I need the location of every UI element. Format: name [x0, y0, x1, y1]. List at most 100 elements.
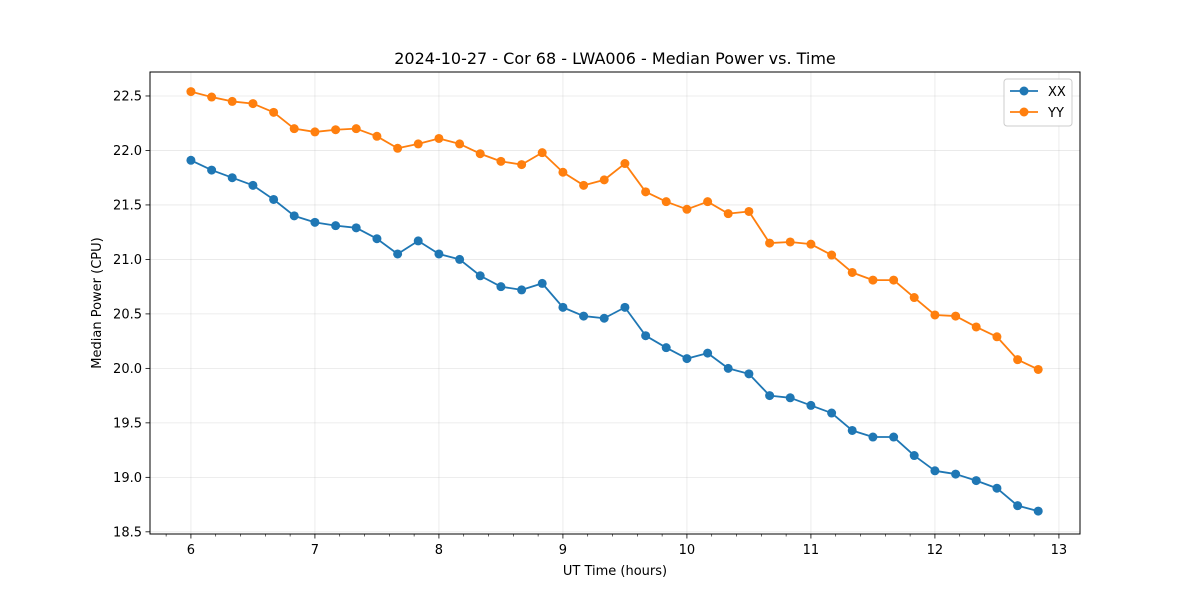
data-point-xx	[558, 302, 568, 312]
data-point-yy	[351, 124, 361, 134]
data-point-xx	[744, 369, 754, 379]
y-tick-label: 18.5	[113, 525, 142, 540]
data-point-yy	[744, 206, 754, 216]
data-point-yy	[765, 238, 775, 248]
data-point-xx	[847, 425, 857, 435]
data-point-xx	[537, 278, 547, 288]
data-point-yy	[1013, 355, 1023, 365]
series-yy	[186, 87, 1043, 374]
data-point-yy	[909, 293, 919, 303]
data-point-yy	[868, 275, 878, 285]
y-tick-label: 22.5	[113, 89, 142, 104]
data-point-yy	[599, 175, 609, 185]
data-point-yy	[992, 332, 1002, 342]
data-point-yy	[269, 107, 279, 117]
data-point-yy	[682, 204, 692, 214]
data-point-yy	[207, 92, 217, 102]
data-point-yy	[951, 311, 961, 321]
data-point-xx	[889, 432, 899, 442]
y-tick-label: 21.5	[113, 198, 142, 213]
data-point-xx	[930, 466, 940, 476]
x-tick-label: 8	[435, 543, 443, 558]
data-point-xx	[269, 194, 279, 204]
data-point-yy	[558, 167, 568, 177]
legend: XX YY	[1003, 78, 1073, 127]
x-tick-label: 7	[311, 543, 319, 558]
data-point-xx	[641, 331, 651, 341]
data-point-yy	[1033, 364, 1043, 374]
data-point-yy	[641, 187, 651, 197]
data-point-xx	[992, 483, 1002, 493]
data-point-yy	[248, 99, 258, 109]
data-point-yy	[475, 149, 485, 159]
plot-frame	[149, 71, 1081, 535]
data-point-xx	[475, 271, 485, 281]
data-point-xx	[393, 249, 403, 259]
x-tick-label: 6	[187, 543, 195, 558]
data-point-xx	[661, 343, 671, 353]
data-point-xx	[723, 363, 733, 373]
x-tick-label: 12	[927, 543, 944, 558]
data-point-xx	[289, 211, 299, 221]
grid	[150, 72, 1080, 534]
data-point-xx	[1033, 506, 1043, 516]
data-point-yy	[661, 197, 671, 207]
data-point-xx	[413, 236, 423, 246]
legend-label-yy: YY	[1047, 106, 1064, 121]
data-point-yy	[971, 322, 981, 332]
y-tick-label: 19.0	[113, 471, 142, 486]
data-point-xx	[351, 223, 361, 233]
y-tick-label: 20.5	[113, 307, 142, 322]
data-point-yy	[889, 275, 899, 285]
legend-marker-xx	[1019, 86, 1029, 96]
data-point-xx	[827, 408, 837, 418]
chart-title: 2024-10-27 - Cor 68 - LWA006 - Median Po…	[394, 49, 836, 68]
x-axis: 6 7 8 9 10 11 12 13	[165, 534, 1068, 558]
data-point-yy	[930, 310, 940, 320]
data-point-yy	[537, 148, 547, 158]
data-point-yy	[310, 127, 320, 137]
data-point-yy	[806, 239, 816, 249]
data-point-xx	[785, 393, 795, 403]
data-point-xx	[806, 400, 816, 410]
data-point-yy	[186, 87, 196, 97]
y-tick-label: 22.0	[113, 144, 142, 159]
x-tick-label: 9	[559, 543, 567, 558]
y-tick-label: 20.0	[113, 362, 142, 377]
series-xx	[186, 155, 1043, 516]
data-point-xx	[703, 348, 713, 358]
data-point-yy	[703, 197, 713, 207]
data-point-yy	[393, 143, 403, 153]
y-axis: 18.5 19.0 19.5 20.0 20.5 21.0 21.5 22.0 22.5	[113, 89, 150, 540]
data-point-yy	[517, 160, 527, 170]
x-tick-label: 10	[679, 543, 696, 558]
data-point-yy	[579, 180, 589, 190]
data-point-yy	[496, 156, 506, 166]
data-point-xx	[951, 469, 961, 479]
data-point-yy	[455, 139, 465, 149]
data-point-yy	[289, 124, 299, 134]
data-point-xx	[248, 180, 258, 190]
x-tick-label: 13	[1051, 543, 1068, 558]
data-point-xx	[971, 476, 981, 486]
data-point-yy	[227, 96, 237, 106]
data-point-yy	[372, 131, 382, 141]
data-point-xx	[227, 173, 237, 183]
data-point-xx	[455, 254, 465, 264]
data-point-yy	[434, 133, 444, 143]
data-point-xx	[620, 302, 630, 312]
data-point-xx	[496, 282, 506, 292]
data-point-xx	[868, 432, 878, 442]
data-point-xx	[909, 451, 919, 461]
x-tick-label: 11	[803, 543, 820, 558]
data-point-yy	[827, 250, 837, 260]
data-point-xx	[331, 221, 341, 231]
data-point-xx	[599, 313, 609, 323]
data-point-xx	[186, 155, 196, 165]
data-point-xx	[579, 311, 589, 321]
series-layer	[186, 87, 1043, 516]
data-point-xx	[434, 249, 444, 259]
y-axis-label: Median Power (CPU)	[90, 237, 105, 368]
